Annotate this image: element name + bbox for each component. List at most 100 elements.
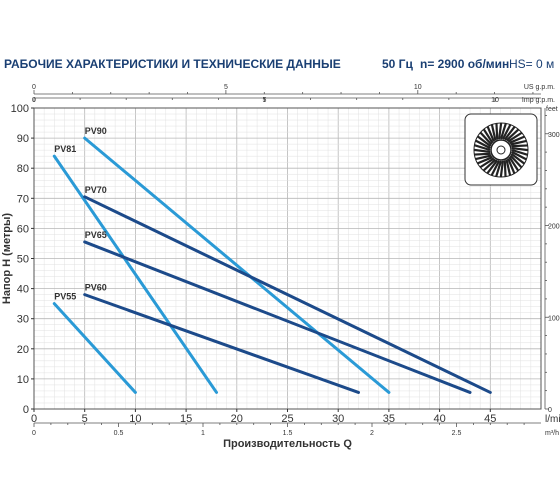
- series-line-pv60: [83, 293, 360, 394]
- impeller-vane: [490, 124, 497, 141]
- feet-unit-label: feet: [546, 106, 558, 113]
- x-tick-label: 20: [231, 413, 243, 425]
- x-unit-label: l/min: [545, 414, 560, 425]
- m3h-unit-label: m³/h: [545, 430, 559, 437]
- series-label-pv70: PV70: [85, 185, 107, 195]
- hs-label: HS= 0 м: [509, 57, 555, 71]
- impeller-vane: [497, 122, 503, 140]
- chart-grid: [33, 107, 542, 410]
- impeller-vane: [505, 128, 520, 142]
- imp-gpm-unit-label: Imp g.p.m.: [522, 97, 555, 104]
- x-tick-label: 10: [129, 413, 141, 425]
- imp-gpm-tick-label: 10: [491, 97, 499, 104]
- chart-title: РАБОЧИЕ ХАРАКТЕРИСТИКИ И ТЕХНИЧЕСКИЕ ДАН…: [4, 57, 341, 71]
- imp-gpm-tick-label: 5: [263, 97, 267, 104]
- impeller-vane: [510, 139, 527, 146]
- x-tick-label: 45: [484, 413, 496, 425]
- impeller-vane: [507, 131, 523, 143]
- impeller-vane: [482, 158, 497, 172]
- impeller-vane: [495, 123, 499, 140]
- us-gpm-tick-label: 10: [414, 84, 422, 91]
- impeller-vane: [510, 152, 525, 165]
- impeller-bore: [496, 145, 506, 155]
- x-tick-label: 25: [281, 413, 293, 425]
- series-label-pv81: PV81: [54, 144, 76, 154]
- impeller-vane: [486, 159, 499, 174]
- series-line-pv90: [83, 136, 391, 394]
- impeller-vane: [509, 154, 523, 169]
- y-tick-label: 10: [17, 374, 29, 386]
- m3h-tick-label: 1: [201, 430, 205, 437]
- us-gpm-unit-label: US g.p.m.: [524, 84, 555, 91]
- impeller-vane: [479, 157, 495, 169]
- frequency-label: 50 Гц: [382, 57, 413, 71]
- x-tick-label: 35: [383, 413, 395, 425]
- speed-label: n= 2900 об/мин: [420, 57, 510, 71]
- x-tick-label: 0: [31, 413, 37, 425]
- impeller-vane: [477, 156, 493, 165]
- impeller-vane: [499, 160, 505, 178]
- impeller-vane: [511, 150, 527, 161]
- m3h-tick-label: 0.5: [114, 430, 124, 437]
- impeller-vane: [495, 160, 503, 177]
- impeller-vane: [473, 148, 491, 154]
- series-label-pv90: PV90: [85, 126, 107, 136]
- m3h-tick-label: 2.5: [452, 430, 462, 437]
- series-line-pv65: [83, 240, 472, 394]
- impeller-vane: [474, 152, 491, 156]
- impeller-vane: [486, 126, 495, 142]
- impeller-vane: [508, 156, 520, 172]
- y-tick-label: 30: [17, 314, 29, 326]
- x-tick-label: 30: [332, 413, 344, 425]
- impeller-vane: [490, 160, 501, 176]
- y-tick-label: 80: [17, 163, 29, 175]
- x-tick-label: 5: [82, 413, 88, 425]
- y-tick-label: 100: [11, 103, 29, 115]
- impeller-vane: [482, 128, 494, 144]
- series-line-pv70: [83, 195, 492, 394]
- us-gpm-tick-label: 0: [32, 84, 36, 91]
- impeller-vane: [501, 124, 512, 140]
- impeller-vane: [509, 135, 525, 144]
- y-tick-label: 60: [17, 223, 29, 235]
- imp-gpm-tick-label: 0: [32, 97, 36, 104]
- impeller-vane: [503, 126, 516, 141]
- feet-tick-label: 100: [548, 315, 560, 322]
- y-tick-label: 70: [17, 193, 29, 205]
- impeller-vane: [479, 131, 493, 146]
- y-tick-label: 20: [17, 344, 29, 356]
- series-label-pv55: PV55: [54, 292, 76, 302]
- series-label-pv60: PV60: [85, 283, 107, 293]
- m3h-tick-label: 1.5: [283, 430, 293, 437]
- feet-tick-label: 0: [548, 407, 552, 414]
- impeller-vane: [499, 123, 507, 140]
- impeller-vane: [475, 154, 492, 161]
- x-tick-label: 15: [180, 413, 192, 425]
- x-tick-label: 40: [433, 413, 445, 425]
- impeller-rim: [473, 122, 529, 178]
- impeller-vane: [475, 139, 491, 150]
- feet-tick-label: 300: [548, 132, 560, 139]
- impeller-vane: [503, 160, 507, 177]
- m3h-tick-label: 0: [32, 430, 36, 437]
- y-tick-label: 90: [17, 133, 29, 145]
- y-tick-label: 0: [23, 404, 29, 416]
- m3h-tick-label: 2: [370, 430, 374, 437]
- impeller-vane: [474, 144, 491, 152]
- x-axis-label: Производительность Q: [223, 438, 352, 450]
- y-axis-label: Напор H (метры): [1, 213, 13, 304]
- y-tick-label: 50: [17, 254, 29, 266]
- impeller-vane: [507, 158, 516, 174]
- impeller-vane: [511, 146, 529, 152]
- series-line-pv81: [52, 154, 219, 394]
- us-gpm-tick-label: 5: [224, 84, 228, 91]
- chart-series: PV90 PV81 PV70 PV65 PV60 PV55: [52, 126, 492, 394]
- impeller-vane: [511, 148, 528, 156]
- feet-tick-label: 200: [548, 224, 560, 231]
- impeller-vane: [511, 144, 528, 148]
- impeller-vane: [477, 135, 492, 148]
- y-tick-label: 40: [17, 284, 29, 296]
- series-label-pv65: PV65: [85, 230, 107, 240]
